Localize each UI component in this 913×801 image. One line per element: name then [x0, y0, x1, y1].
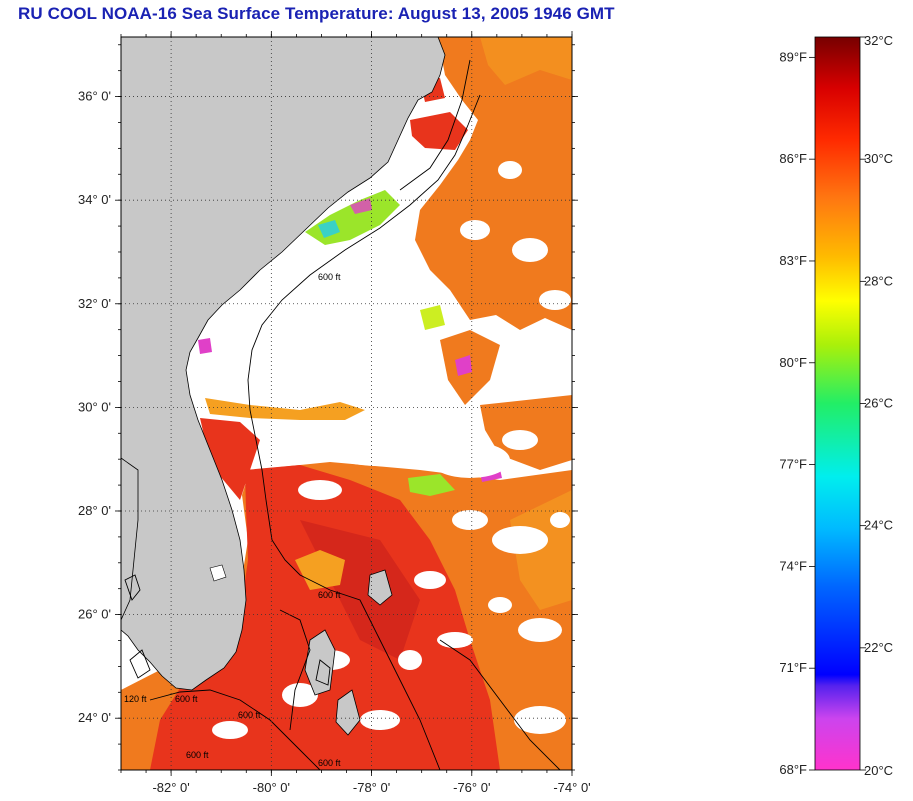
- lat-tick-label: 28° 0': [78, 503, 111, 518]
- fahrenheit-label: 71°F: [779, 660, 807, 675]
- map-title: RU COOL NOAA-16 Sea Surface Temperature:…: [18, 4, 615, 23]
- fahrenheit-label: 74°F: [779, 558, 807, 573]
- colorbar-gradient: [814, 36, 861, 771]
- celsius-label: 26°C: [864, 396, 893, 411]
- axis-ticks: [115, 31, 578, 776]
- isobath-contours: [124, 59, 561, 770]
- land-lake-okeechobee: [209, 564, 227, 582]
- contour-label: 600 ft: [318, 758, 341, 768]
- sst-shelf-magenta-3: [198, 338, 212, 354]
- sst-shelf-magenta-1: [455, 355, 472, 376]
- lat-tick-labels: 24° 0' 26° 0' 28° 0' 30° 0' 32° 0' 34° 0' 36° …: [78, 89, 111, 726]
- contour-label: 600 ft: [318, 590, 341, 600]
- sst-nc-coastal-cyan: [318, 220, 340, 238]
- land-bahamas-eleuthera: [335, 689, 361, 736]
- land-bahamas-abaco: [367, 569, 393, 606]
- colorbar-celsius-labels: 32°C 30°C 28°C 26°C 24°C 22°C 20°C: [864, 33, 893, 778]
- lat-tick-label: 32° 0': [78, 296, 111, 311]
- sst-west-coast-red: [200, 418, 260, 500]
- land-bahamas-andros: [304, 629, 336, 696]
- lat-tick-label: 36° 0': [78, 89, 111, 104]
- sst-shelf-yellow-1: [420, 305, 445, 330]
- celsius-label: 24°C: [864, 518, 893, 533]
- sst-bahama-bank-mix: [295, 550, 345, 590]
- fahrenheit-label: 80°F: [779, 355, 807, 370]
- fahrenheit-label: 86°F: [779, 151, 807, 166]
- fahrenheit-label: 89°F: [779, 49, 807, 64]
- lon-tick-label: -82° 0': [152, 780, 189, 795]
- sst-ga-bight-band: [205, 398, 365, 420]
- lat-tick-label: 34° 0': [78, 192, 111, 207]
- contour-label: 120 ft: [124, 694, 147, 704]
- sst-florida-current-red: [150, 465, 500, 770]
- lat-tick-label: 30° 0': [78, 399, 111, 414]
- lat-tick-label: 26° 0': [78, 607, 111, 622]
- sst-north-offshore-bright: [480, 37, 572, 85]
- contour-label: 600 ft: [186, 750, 209, 760]
- colorbar-ticks: [809, 36, 866, 771]
- celsius-label: 20°C: [864, 763, 893, 778]
- sst-field: [121, 37, 572, 770]
- lon-tick-label: -78° 0': [353, 780, 390, 795]
- contour-label-group: 600 ft 600 ft 600 ft 600 ft 600 ft 600 f…: [124, 272, 341, 768]
- fahrenheit-label: 68°F: [779, 762, 807, 777]
- sst-keys-lime: [408, 474, 455, 496]
- lon-tick-label: -76° 0': [453, 780, 490, 795]
- celsius-label: 30°C: [864, 151, 893, 166]
- fahrenheit-label: 77°F: [779, 457, 807, 472]
- colorbar: 32°C 30°C 28°C 26°C 24°C 22°C 20°C 89°F 86°F 83°…: [779, 33, 893, 778]
- celsius-label: 28°C: [864, 273, 893, 288]
- lon-tick-label: -74° 0': [553, 780, 590, 795]
- colorbar-fahrenheit-labels: 89°F 86°F 83°F 80°F 77°F 74°F 71°F 68°F: [779, 49, 807, 777]
- contour-label: 600 ft: [318, 272, 341, 282]
- celsius-label: 32°C: [864, 33, 893, 48]
- cloud-mask-patches: [212, 161, 571, 739]
- lon-tick-label: -80° 0': [253, 780, 290, 795]
- lon-tick-labels: -82° 0' -80° 0' -78° 0' -76° 0' -74° 0': [152, 780, 590, 795]
- celsius-label: 22°C: [864, 640, 893, 655]
- sst-nc-coastal-magenta: [350, 198, 372, 214]
- contour-label: 600 ft: [238, 710, 261, 720]
- contour-label: 600 ft: [175, 694, 198, 704]
- fahrenheit-label: 83°F: [779, 253, 807, 268]
- sst-pamlico-red: [410, 112, 468, 150]
- map-panel: 600 ft 600 ft 600 ft 600 ft 600 ft 600 f…: [121, 37, 572, 770]
- lat-tick-label: 24° 0': [78, 710, 111, 725]
